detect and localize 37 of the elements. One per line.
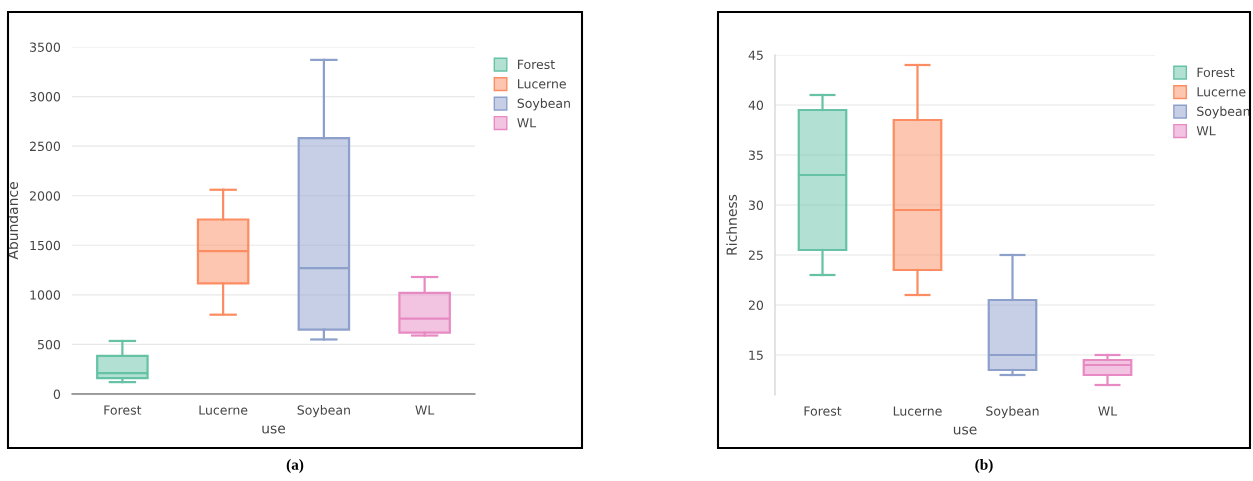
legend-label: Lucerne xyxy=(1197,87,1246,97)
y-tick-label: 35 xyxy=(748,150,763,160)
x-axis-title: use xyxy=(262,425,286,434)
y-tick-label: 0 xyxy=(53,389,61,399)
y-tick-label: 20 xyxy=(748,300,764,310)
y-tick-label: 15 xyxy=(749,350,763,360)
x-tick-label: Lucerne xyxy=(199,405,248,415)
y-tick-label: 45 xyxy=(748,50,763,60)
y-tick-label: 1500 xyxy=(30,240,61,251)
legend-label: Soybean xyxy=(517,98,570,111)
x-tick-label: Lucerne xyxy=(893,406,942,416)
x-tick-label: WL xyxy=(1098,406,1118,416)
y-tick-label: 3500 xyxy=(30,42,61,52)
legend-label: Forest xyxy=(1197,67,1235,78)
text: (a) xyxy=(286,459,304,473)
y-axis-title: Richness xyxy=(726,194,737,255)
y-tick-label: 2000 xyxy=(29,191,61,201)
legend-label: WL xyxy=(517,118,537,128)
legend-label: Forest xyxy=(518,59,555,70)
x-axis-title: use xyxy=(953,426,977,435)
y-tick-label: 2500 xyxy=(29,141,61,152)
x-tick-label: Forest xyxy=(804,406,842,416)
y-tick-label: 500 xyxy=(37,339,61,350)
y-tick-label: 30 xyxy=(748,200,764,210)
legend-label: Lucerne xyxy=(518,79,566,89)
y-tick-label: 3000 xyxy=(30,92,61,102)
legend-label: WL xyxy=(1196,126,1216,136)
legend-label: Soybean xyxy=(1197,106,1250,119)
y-axis-title: Abundance xyxy=(7,182,19,260)
x-tick-label: WL xyxy=(415,405,435,415)
y-tick-label: 25 xyxy=(748,250,763,260)
y-tick-label: 40 xyxy=(748,100,764,110)
x-tick-label: Soybean xyxy=(986,406,1039,419)
x-tick-label: Forest xyxy=(104,405,142,415)
x-tick-label: Soybean xyxy=(297,405,350,418)
text: (b) xyxy=(975,459,993,473)
y-tick-label: 1000 xyxy=(30,290,61,300)
